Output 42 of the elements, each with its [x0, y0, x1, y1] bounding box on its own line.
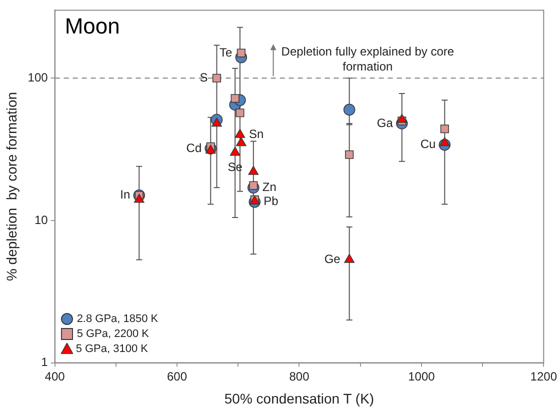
legend-label: Depletion fully explained by core formation [281, 44, 454, 74]
annotation: Sn [248, 127, 264, 142]
legend-label: 5 GPa, 3100 K [76, 342, 148, 355]
x-tick-label: 1200 [530, 369, 558, 384]
point [343, 104, 356, 116]
y-axis-title: % depletion by core formation [3, 92, 20, 282]
x-axis-title: 50% condensation T (K) [224, 390, 374, 406]
point [249, 181, 258, 190]
annotation: Zn [262, 180, 276, 194]
legend-label: 5 GPa, 2200 K [76, 328, 149, 340]
annotation: Ge [324, 252, 341, 266]
chart-title: Moon [64, 13, 120, 38]
annotation: Ga [376, 116, 394, 130]
x-tick-label: 800 [289, 369, 310, 384]
point [344, 254, 355, 263]
y-tick-label: 100 [28, 70, 48, 84]
annotation: Pb [264, 194, 279, 208]
point [236, 137, 246, 146]
point [440, 137, 450, 146]
annotation: Cu [420, 137, 436, 152]
y-tick-label: 10 [34, 212, 48, 227]
point [212, 74, 222, 82]
x-tick-label: 1000 [408, 369, 436, 384]
point [230, 94, 240, 103]
point [236, 48, 246, 58]
annotation: S [200, 70, 208, 84]
annotation: In [120, 188, 130, 202]
point [230, 146, 240, 156]
annotation: Te [220, 45, 233, 60]
annotation: Cd [186, 140, 202, 155]
point [345, 150, 354, 159]
point [440, 124, 449, 134]
point [248, 166, 259, 175]
x-tick-label: 600 [167, 369, 188, 384]
point [134, 194, 144, 203]
point [234, 128, 246, 138]
point [236, 108, 244, 118]
point [396, 114, 408, 123]
y-tick-label: 1 [41, 355, 48, 370]
x-tick-label: 400 [44, 369, 66, 384]
point [212, 118, 222, 127]
legend-label: 2.8 GPa, 1850 K [76, 312, 158, 325]
